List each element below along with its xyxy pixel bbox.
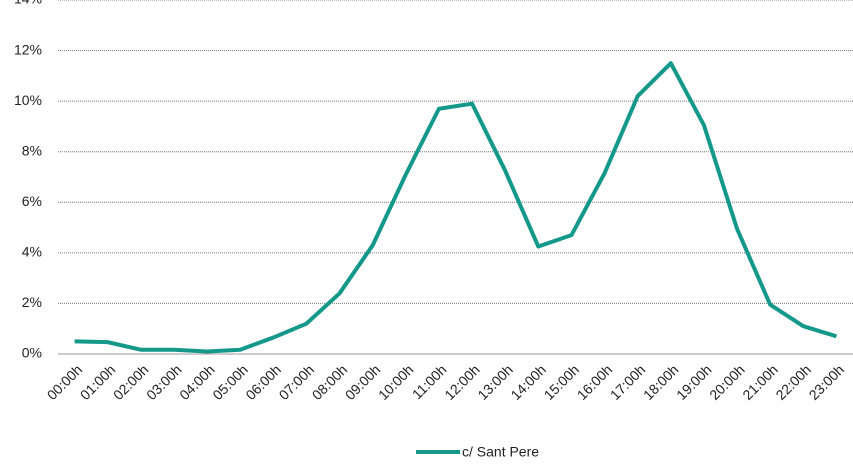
y-tick-label: 4% xyxy=(22,244,42,260)
x-tick-label: 04:00h xyxy=(176,361,218,403)
x-tick-label: 00:00h xyxy=(44,361,86,403)
x-tick-label: 15:00h xyxy=(541,361,583,403)
x-tick-label: 16:00h xyxy=(574,361,616,403)
x-tick-label: 17:00h xyxy=(607,361,649,403)
y-tick-label: 8% xyxy=(22,142,42,158)
x-tick-label: 12:00h xyxy=(441,361,483,403)
line-series xyxy=(74,61,838,354)
x-tick-label: 20:00h xyxy=(706,361,748,403)
x-tick-label: 08:00h xyxy=(309,361,351,403)
x-tick-label: 23:00h xyxy=(806,361,848,403)
y-tick-label: 6% xyxy=(22,193,42,209)
x-tick-label: 11:00h xyxy=(409,361,450,402)
x-tick-label: 13:00h xyxy=(474,361,516,403)
x-tick-label: 10:00h xyxy=(375,361,417,403)
x-tick-label: 02:00h xyxy=(110,361,152,403)
y-tick-label: 0% xyxy=(22,345,42,361)
x-tick-label: 03:00h xyxy=(143,361,185,403)
x-tick-label: 22:00h xyxy=(772,361,814,403)
x-tick-label: 14:00h xyxy=(507,361,549,403)
x-tick-label: 09:00h xyxy=(342,361,384,403)
x-tick-label: 05:00h xyxy=(209,361,251,403)
x-tick-label: 18:00h xyxy=(640,361,682,403)
x-tick-label: 19:00h xyxy=(673,361,715,403)
y-tick-label: 14% xyxy=(14,0,42,7)
x-tick-label: 07:00h xyxy=(276,361,318,403)
x-tick-label: 06:00h xyxy=(242,361,284,403)
y-tick-label: 2% xyxy=(22,294,42,310)
legend-label: c/ Sant Pere xyxy=(462,444,539,460)
y-tick-label: 10% xyxy=(14,92,42,108)
y-tick-label: 12% xyxy=(14,41,42,57)
x-tick-label: 21:00h xyxy=(739,361,781,403)
x-tick-label: 01:00h xyxy=(77,361,119,403)
